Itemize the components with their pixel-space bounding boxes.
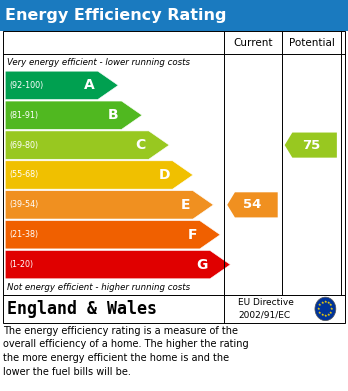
Text: E: E: [181, 198, 190, 212]
Text: D: D: [158, 168, 170, 182]
Text: ★: ★: [330, 307, 334, 311]
Text: ★: ★: [327, 301, 330, 305]
Polygon shape: [5, 131, 169, 159]
Polygon shape: [5, 251, 230, 279]
Circle shape: [315, 297, 336, 321]
Text: F: F: [188, 228, 197, 242]
Text: 54: 54: [243, 198, 262, 212]
Text: ★: ★: [329, 310, 333, 314]
Text: (55-68): (55-68): [9, 170, 39, 179]
Text: ★: ★: [327, 313, 330, 317]
Bar: [3, 295, 345, 323]
Text: Current: Current: [234, 38, 273, 48]
Text: ★: ★: [318, 303, 322, 307]
Text: ★: ★: [318, 310, 322, 314]
Text: ★: ★: [324, 314, 327, 318]
Polygon shape: [5, 161, 193, 189]
Text: Energy Efficiency Rating: Energy Efficiency Rating: [5, 8, 227, 23]
Text: (81-91): (81-91): [9, 111, 39, 120]
Text: (69-80): (69-80): [9, 141, 39, 150]
Text: Not energy efficient - higher running costs: Not energy efficient - higher running co…: [7, 283, 190, 292]
Text: ★: ★: [324, 300, 327, 304]
Text: 75: 75: [302, 138, 320, 152]
Text: ★: ★: [321, 301, 324, 305]
Text: Potential: Potential: [288, 38, 334, 48]
Text: Very energy efficient - lower running costs: Very energy efficient - lower running co…: [7, 57, 190, 67]
Polygon shape: [227, 192, 278, 217]
Text: B: B: [108, 108, 119, 122]
Polygon shape: [5, 71, 118, 99]
Bar: [3, 31, 345, 295]
Bar: [0, 0, 348, 31]
Text: G: G: [196, 258, 207, 272]
Polygon shape: [285, 133, 337, 158]
Text: England & Wales: England & Wales: [7, 300, 157, 318]
Text: ★: ★: [321, 313, 324, 317]
Text: ★: ★: [317, 307, 321, 311]
Text: (21-38): (21-38): [9, 230, 39, 239]
Text: C: C: [136, 138, 146, 152]
Text: (39-54): (39-54): [9, 200, 39, 209]
Text: (1-20): (1-20): [9, 260, 33, 269]
Text: EU Directive
2002/91/EC: EU Directive 2002/91/EC: [238, 298, 294, 319]
Text: (92-100): (92-100): [9, 81, 44, 90]
Polygon shape: [5, 221, 220, 249]
Text: A: A: [84, 78, 95, 92]
Text: ★: ★: [329, 303, 333, 307]
Polygon shape: [5, 101, 142, 129]
Text: The energy efficiency rating is a measure of the
overall efficiency of a home. T: The energy efficiency rating is a measur…: [3, 326, 249, 377]
Polygon shape: [5, 191, 213, 219]
